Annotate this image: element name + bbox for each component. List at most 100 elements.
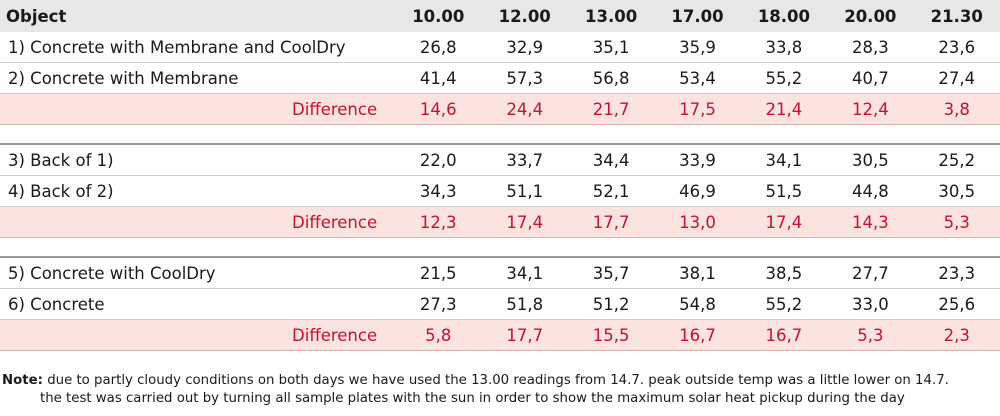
note-line-1: Note: due to partly cloudy conditions on… xyxy=(2,372,998,390)
value-cell: 51,1 xyxy=(481,175,568,207)
table-row: 2) Concrete with Membrane 41,4 57,3 56,8 53,… xyxy=(0,62,1000,94)
header-cell: 13.00 xyxy=(585,7,638,26)
value-cell: 30,5 xyxy=(913,175,1000,207)
header-cell: 21.30 xyxy=(930,7,983,26)
group-separator xyxy=(0,124,1000,145)
value-cell: 23,6 xyxy=(913,32,1000,63)
value-cell: 35,7 xyxy=(567,257,655,289)
value-cell: 40,7 xyxy=(827,62,914,94)
value-cell: 34,1 xyxy=(481,257,568,289)
header-cell: 17.00 xyxy=(671,7,724,26)
difference-value: 17,4 xyxy=(740,206,828,238)
value-cell: 38,1 xyxy=(654,257,741,289)
value-cell: 56,8 xyxy=(567,62,655,94)
value-cell: 30,5 xyxy=(827,144,914,176)
header-cell: 10.00 xyxy=(412,7,465,26)
object-label: 2) Concrete with Membrane xyxy=(0,62,396,94)
value-cell: 51,5 xyxy=(740,175,828,207)
difference-value: 17,5 xyxy=(654,93,741,125)
header-cell: 12.00 xyxy=(498,7,551,26)
table-header-row: Object 10.00 12.00 13.00 17.00 18.00 20.… xyxy=(0,0,1000,32)
value-cell: 55,2 xyxy=(740,62,828,94)
object-label: 6) Concrete xyxy=(0,288,396,320)
difference-value: 17,7 xyxy=(481,319,568,351)
value-cell: 25,6 xyxy=(913,288,1000,320)
value-cell: 54,8 xyxy=(654,288,741,320)
difference-value: 14,3 xyxy=(827,206,914,238)
object-label: 3) Back of 1) xyxy=(0,144,396,176)
table-row: 6) Concrete 27,3 51,8 51,2 54,8 55,2 33,0 25,6 xyxy=(0,288,1000,320)
value-cell: 32,9 xyxy=(481,32,568,63)
table-row: 4) Back of 2) 34,3 51,1 52,1 46,9 51,5 44,8 30,… xyxy=(0,175,1000,207)
value-cell: 21,5 xyxy=(395,257,482,289)
note-text-1: due to partly cloudy conditions on both … xyxy=(42,373,949,388)
value-cell: 35,9 xyxy=(654,32,741,63)
value-cell: 55,2 xyxy=(740,288,828,320)
difference-row: Difference 14,6 24,4 21,7 17,5 21,4 12,4 3,8 xyxy=(0,93,1000,125)
value-cell: 23,3 xyxy=(913,257,1000,289)
difference-value: 5,8 xyxy=(395,319,482,351)
difference-row: Difference 12,3 17,4 17,7 13,0 17,4 14,3 5,3 xyxy=(0,206,1000,238)
value-cell: 27,7 xyxy=(827,257,914,289)
difference-value: 15,5 xyxy=(567,319,655,351)
value-cell: 38,5 xyxy=(740,257,828,289)
value-cell: 25,2 xyxy=(913,144,1000,176)
object-label: 5) Concrete with CoolDry xyxy=(0,257,396,289)
value-cell: 27,4 xyxy=(913,62,1000,94)
object-label: 1) Concrete with Membrane and CoolDry xyxy=(0,32,396,63)
difference-value: 17,7 xyxy=(567,206,655,238)
table-body: 1) Concrete with Membrane and CoolDry 26,… xyxy=(0,32,1000,351)
header-cell: 20.00 xyxy=(844,7,897,26)
value-cell: 35,1 xyxy=(567,32,655,63)
separator-cell xyxy=(0,237,1000,258)
value-cell: 51,8 xyxy=(481,288,568,320)
note-text-2: the test was carried out by turning all … xyxy=(40,391,905,406)
difference-row: Difference 5,8 17,7 15,5 16,7 16,7 5,3 2,3 xyxy=(0,319,1000,351)
difference-value: 5,3 xyxy=(913,206,1000,238)
value-cell: 52,1 xyxy=(567,175,655,207)
difference-value: 12,4 xyxy=(827,93,914,125)
table-row: 5) Concrete with CoolDry 21,5 34,1 35,7 38,1… xyxy=(0,257,1000,289)
difference-value: 5,3 xyxy=(827,319,914,351)
difference-label: Difference xyxy=(0,319,396,351)
table-row: 1) Concrete with Membrane and CoolDry 26,… xyxy=(0,32,1000,63)
value-cell: 34,4 xyxy=(567,144,655,176)
value-cell: 33,8 xyxy=(740,32,828,63)
difference-value: 2,3 xyxy=(913,319,1000,351)
value-cell: 34,3 xyxy=(395,175,482,207)
value-cell: 46,9 xyxy=(654,175,741,207)
difference-value: 16,7 xyxy=(740,319,828,351)
difference-value: 21,4 xyxy=(740,93,828,125)
value-cell: 22,0 xyxy=(395,144,482,176)
difference-value: 24,4 xyxy=(481,93,568,125)
value-cell: 26,8 xyxy=(395,32,482,63)
group-separator xyxy=(0,237,1000,258)
difference-value: 14,6 xyxy=(395,93,482,125)
value-cell: 44,8 xyxy=(827,175,914,207)
header-cell: Object xyxy=(6,7,67,26)
value-cell: 34,1 xyxy=(740,144,828,176)
difference-label: Difference xyxy=(0,206,396,238)
value-cell: 28,3 xyxy=(827,32,914,63)
value-cell: 57,3 xyxy=(481,62,568,94)
value-cell: 53,4 xyxy=(654,62,741,94)
separator-cell xyxy=(0,124,1000,145)
difference-label: Difference xyxy=(0,93,396,125)
temperature-table: Object 10.00 12.00 13.00 17.00 18.00 20.… xyxy=(0,0,1000,351)
value-cell: 33,0 xyxy=(827,288,914,320)
note: Note: due to partly cloudy conditions on… xyxy=(2,372,998,408)
value-cell: 33,9 xyxy=(654,144,741,176)
difference-value: 12,3 xyxy=(395,206,482,238)
value-cell: 41,4 xyxy=(395,62,482,94)
difference-value: 21,7 xyxy=(567,93,655,125)
header-cell: 18.00 xyxy=(757,7,811,26)
difference-value: 3,8 xyxy=(913,93,1000,125)
object-label: 4) Back of 2) xyxy=(0,175,396,207)
difference-value: 16,7 xyxy=(654,319,741,351)
value-cell: 33,7 xyxy=(481,144,568,176)
difference-value: 13,0 xyxy=(654,206,741,238)
difference-value: 17,4 xyxy=(481,206,568,238)
value-cell: 51,2 xyxy=(567,288,655,320)
value-cell: 27,3 xyxy=(395,288,482,320)
